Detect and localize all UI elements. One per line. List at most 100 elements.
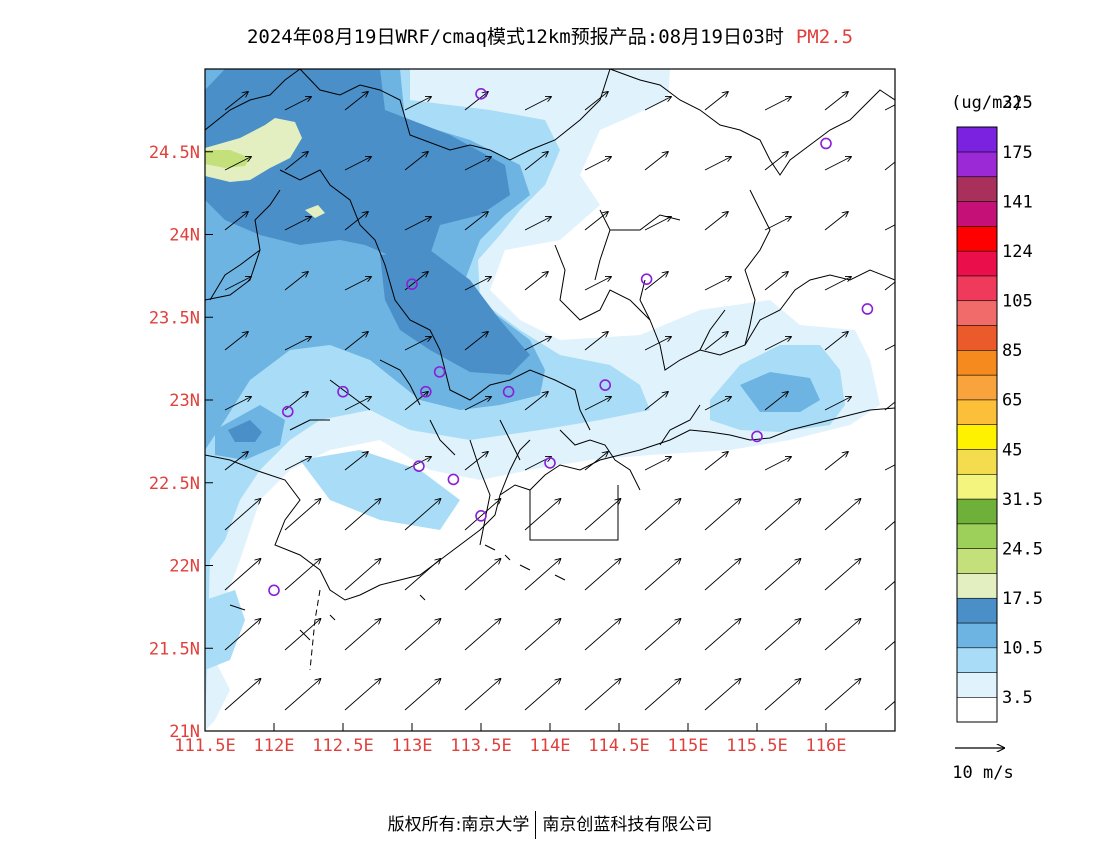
wind-arrow [584,498,621,531]
wind-arrow [764,498,801,531]
wind-arrow [524,498,561,531]
legend-label: 225 [1002,93,1033,113]
legend-label: 124 [1002,242,1033,262]
wind-arrow [884,700,895,711]
legend-label: 141 [1002,192,1033,212]
wind-arrow [764,271,789,291]
legend-label: 105 [1002,292,1033,312]
wind-arrow [224,678,261,711]
wind-arrow [224,558,261,591]
wind-arrow [644,498,681,531]
county-lines-6 [559,404,701,491]
wind-arrow [584,91,609,111]
station-marker [268,584,280,597]
wind-arrow [404,336,432,351]
legend-label: 10.5 [1002,639,1043,659]
lat-tick-label: 24N [169,226,200,246]
legend-swatch [956,622,998,649]
wind-arrow [824,91,849,111]
wind-arrow [644,216,672,231]
lon-tick-label: 112.5E [312,736,373,756]
contour-10-5-sw [205,590,245,670]
wind-arrow [404,456,432,471]
wind-arrow [344,276,372,291]
concentration-field [205,69,895,731]
hk-boundary [529,485,619,541]
wind-arrow [404,271,429,291]
wind-arrow [464,91,489,111]
wind-arrow [584,156,612,171]
wind-arrow [884,401,895,411]
station-marker [475,88,487,100]
wind-arrow [284,498,321,531]
wind-arrow [344,91,369,111]
lon-tick-label: 111.5E [174,736,235,756]
wind-arrow [884,281,895,291]
wind-arrow [284,618,321,651]
legend-label: 65 [1002,391,1022,411]
legend-label: 45 [1002,440,1022,460]
legend-swatch [956,201,998,227]
wind-arrow [344,156,372,171]
station-marker [337,385,349,398]
contour-10-5-lobe [300,450,460,530]
wind-arrow [524,618,561,651]
station-marker [419,385,432,398]
wind-arrow [884,640,895,651]
lon-tick-label: 112E [254,736,295,756]
wind-reference: 10 m/s [952,748,1014,783]
wind-arrow [524,216,552,231]
wind-arrow [224,618,261,651]
footer-left: 版权所有:南京大学 [387,815,530,835]
wind-arrow [644,336,672,351]
wind-arrow [524,96,552,111]
wind-arrow [224,276,252,291]
wind-reference-label: 10 m/s [952,763,1013,783]
wind-arrow [824,331,849,351]
wind-arrow [704,396,732,411]
wind-arrow [404,96,432,111]
wind-arrow [704,156,732,171]
wind-arrow [584,618,621,651]
wind-arrow [644,391,669,411]
station-marker [599,379,612,391]
color-legend: (ug/m3) 3.5 10.5 17.5 24.5 31.5 45 65 85 105 124 1… [951,93,1043,723]
wind-arrow [284,216,312,231]
islands [229,544,566,641]
contour-17-5-b [305,205,325,218]
legend-swatch [956,176,998,202]
longitude-axis: 111.5E 112E 112.5E 113E 113.5E 114E 114.5E 115E… [174,723,846,756]
wind-arrow [404,498,441,531]
wind-arrow [884,464,895,471]
lon-tick-label: 113.5E [450,736,511,756]
county-lines-4 [594,189,771,351]
wind-arrow [524,678,561,711]
wind-arrow [764,151,789,171]
wind-arrow [764,618,801,651]
wind-arrow [884,344,895,351]
legend-label: 31.5 [1002,490,1043,510]
wind-arrow [884,104,895,111]
wind-arrow [644,271,669,291]
wind-arrow [824,558,861,591]
station-marker [281,405,294,418]
wind-arrow [884,161,895,171]
lon-tick-label: 116E [806,736,847,756]
wind-arrow [704,498,741,531]
wind-arrow [404,558,441,591]
title-variable: PM2.5 [795,26,854,48]
wind-arrow [584,678,621,711]
legend-swatch [956,448,998,475]
legend-frame [956,126,998,723]
wind-arrow [224,451,249,471]
footer-separator [535,811,537,839]
wind-arrow [344,211,369,231]
legend-label: 17.5 [1002,589,1043,609]
legend-swatch [956,672,998,698]
station-marker [502,385,515,398]
wind-arrow [704,618,741,651]
legend-swatch [956,572,998,599]
wind-arrow [584,276,612,291]
wind-arrow [464,451,489,471]
legend-swatch [956,250,998,277]
